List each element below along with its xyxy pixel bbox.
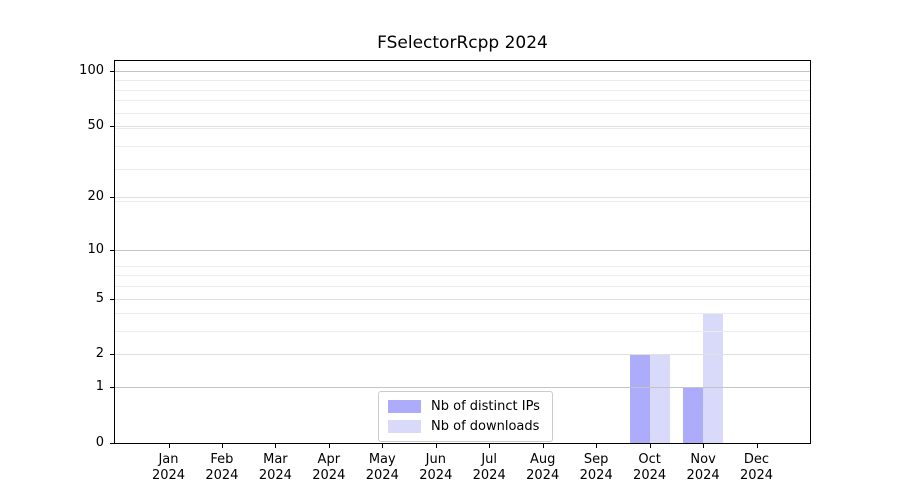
x-tick: [649, 444, 651, 448]
y-tick: [110, 70, 114, 72]
plot-area: Nb of distinct IPs Nb of downloads: [114, 60, 811, 444]
x-tick-label: Feb 2024: [182, 452, 262, 484]
y-minor-gridline: [115, 201, 810, 203]
x-tick-year: 2024: [526, 468, 560, 483]
y-major-gridline: [115, 387, 810, 389]
y-major-gridline: [115, 197, 810, 199]
y-tick-label: 5: [95, 290, 104, 306]
x-tick-year: 2024: [633, 468, 667, 483]
x-tick: [168, 444, 170, 448]
x-tick-month: Oct: [638, 452, 661, 467]
bar-downloads-nov: [703, 313, 724, 443]
y-tick: [110, 125, 114, 127]
x-tick-label: Jun 2024: [396, 452, 476, 484]
x-tick: [596, 444, 598, 448]
x-tick-label: May 2024: [342, 452, 422, 484]
x-tick: [221, 444, 223, 448]
x-tick: [756, 444, 758, 448]
x-tick-month: Jan: [158, 452, 179, 467]
x-tick-month: Mar: [263, 452, 288, 467]
y-major-gridline: [115, 249, 810, 251]
x-tick-month: Nov: [690, 452, 716, 467]
bar-downloads-oct: [649, 354, 670, 443]
x-tick-year: 2024: [472, 468, 506, 483]
y-tick: [110, 387, 114, 389]
x-tick: [275, 444, 277, 448]
y-tick: [110, 197, 114, 199]
y-minor-gridline: [115, 127, 810, 129]
legend-label-distinct-ips: Nb of distinct IPs: [431, 398, 540, 414]
y-tick-label: 1: [95, 379, 104, 395]
y-tick-label: 50: [87, 117, 104, 133]
x-tick-label: Mar 2024: [235, 452, 315, 484]
x-tick-label: Sep 2024: [556, 452, 636, 484]
y-minor-gridline: [115, 331, 810, 333]
x-tick-month: Sep: [583, 452, 609, 467]
y-tick-label: 0: [95, 435, 104, 450]
y-tick-label: 10: [87, 241, 104, 257]
legend-item-downloads: Nb of downloads: [388, 418, 540, 435]
x-tick-label: Aug 2024: [503, 452, 583, 484]
y-tick: [110, 298, 114, 300]
x-tick-month: Feb: [210, 452, 234, 467]
x-tick-year: 2024: [205, 468, 239, 483]
y-minor-gridline: [115, 80, 810, 82]
x-tick-month: Apr: [317, 452, 341, 467]
y-minor-gridline: [115, 313, 810, 315]
x-tick-month: Dec: [743, 452, 770, 467]
x-tick-year: 2024: [419, 468, 453, 483]
bar-distinct-ips-nov: [683, 387, 704, 443]
x-tick-month: Jun: [425, 452, 446, 467]
x-tick-label: Apr 2024: [289, 452, 369, 484]
x-tick-label: Oct 2024: [610, 452, 690, 484]
x-tick-label: Jul 2024: [449, 452, 529, 484]
legend-label-downloads: Nb of downloads: [431, 418, 540, 434]
x-tick: [435, 444, 437, 448]
bar-distinct-ips-oct: [629, 354, 650, 443]
x-tick: [489, 444, 491, 448]
x-tick: [382, 444, 384, 448]
x-tick-year: 2024: [151, 468, 186, 483]
y-tick-label: 100: [79, 62, 104, 78]
y-tick: [110, 249, 114, 251]
y-major-gridline: [115, 70, 810, 72]
y-minor-gridline: [115, 112, 810, 114]
x-tick: [703, 444, 705, 448]
y-tick-label: 20: [87, 189, 104, 205]
legend-item-distinct-ips: Nb of distinct IPs: [388, 398, 540, 415]
y-major-gridline: [115, 125, 810, 127]
x-tick-year: 2024: [258, 468, 292, 483]
x-tick-label: Jan 2024: [129, 452, 209, 484]
y-minor-gridline: [115, 168, 810, 170]
x-tick-label: Nov 2024: [663, 452, 743, 484]
y-minor-gridline: [115, 265, 810, 267]
x-tick-month: Jul: [481, 452, 498, 467]
y-minor-gridline: [115, 275, 810, 277]
x-tick-label: Dec 2024: [717, 452, 797, 484]
y-minor-gridline: [115, 286, 810, 288]
x-tick-year: 2024: [312, 468, 346, 483]
y-minor-gridline: [115, 89, 810, 91]
y-minor-gridline: [115, 145, 810, 147]
x-tick-month: Aug: [529, 452, 556, 467]
x-tick-year: 2024: [739, 468, 774, 483]
x-tick: [542, 444, 544, 448]
y-tick: [110, 354, 114, 356]
y-major-gridline: [115, 298, 810, 300]
x-tick: [328, 444, 330, 448]
x-tick-year: 2024: [365, 468, 399, 483]
legend: Nb of distinct IPs Nb of downloads: [378, 391, 553, 442]
y-tick: [110, 443, 114, 444]
legend-swatch-distinct-ips: [388, 400, 421, 413]
y-major-gridline: [115, 354, 810, 356]
y-tick-label: 2: [95, 346, 104, 362]
x-tick-year: 2024: [579, 468, 613, 483]
y-minor-gridline: [115, 100, 810, 102]
x-tick-year: 2024: [686, 468, 720, 483]
chart-title: FSelectorRcpp 2024: [377, 33, 548, 53]
legend-swatch-downloads: [388, 420, 421, 433]
x-tick-month: May: [368, 452, 396, 467]
